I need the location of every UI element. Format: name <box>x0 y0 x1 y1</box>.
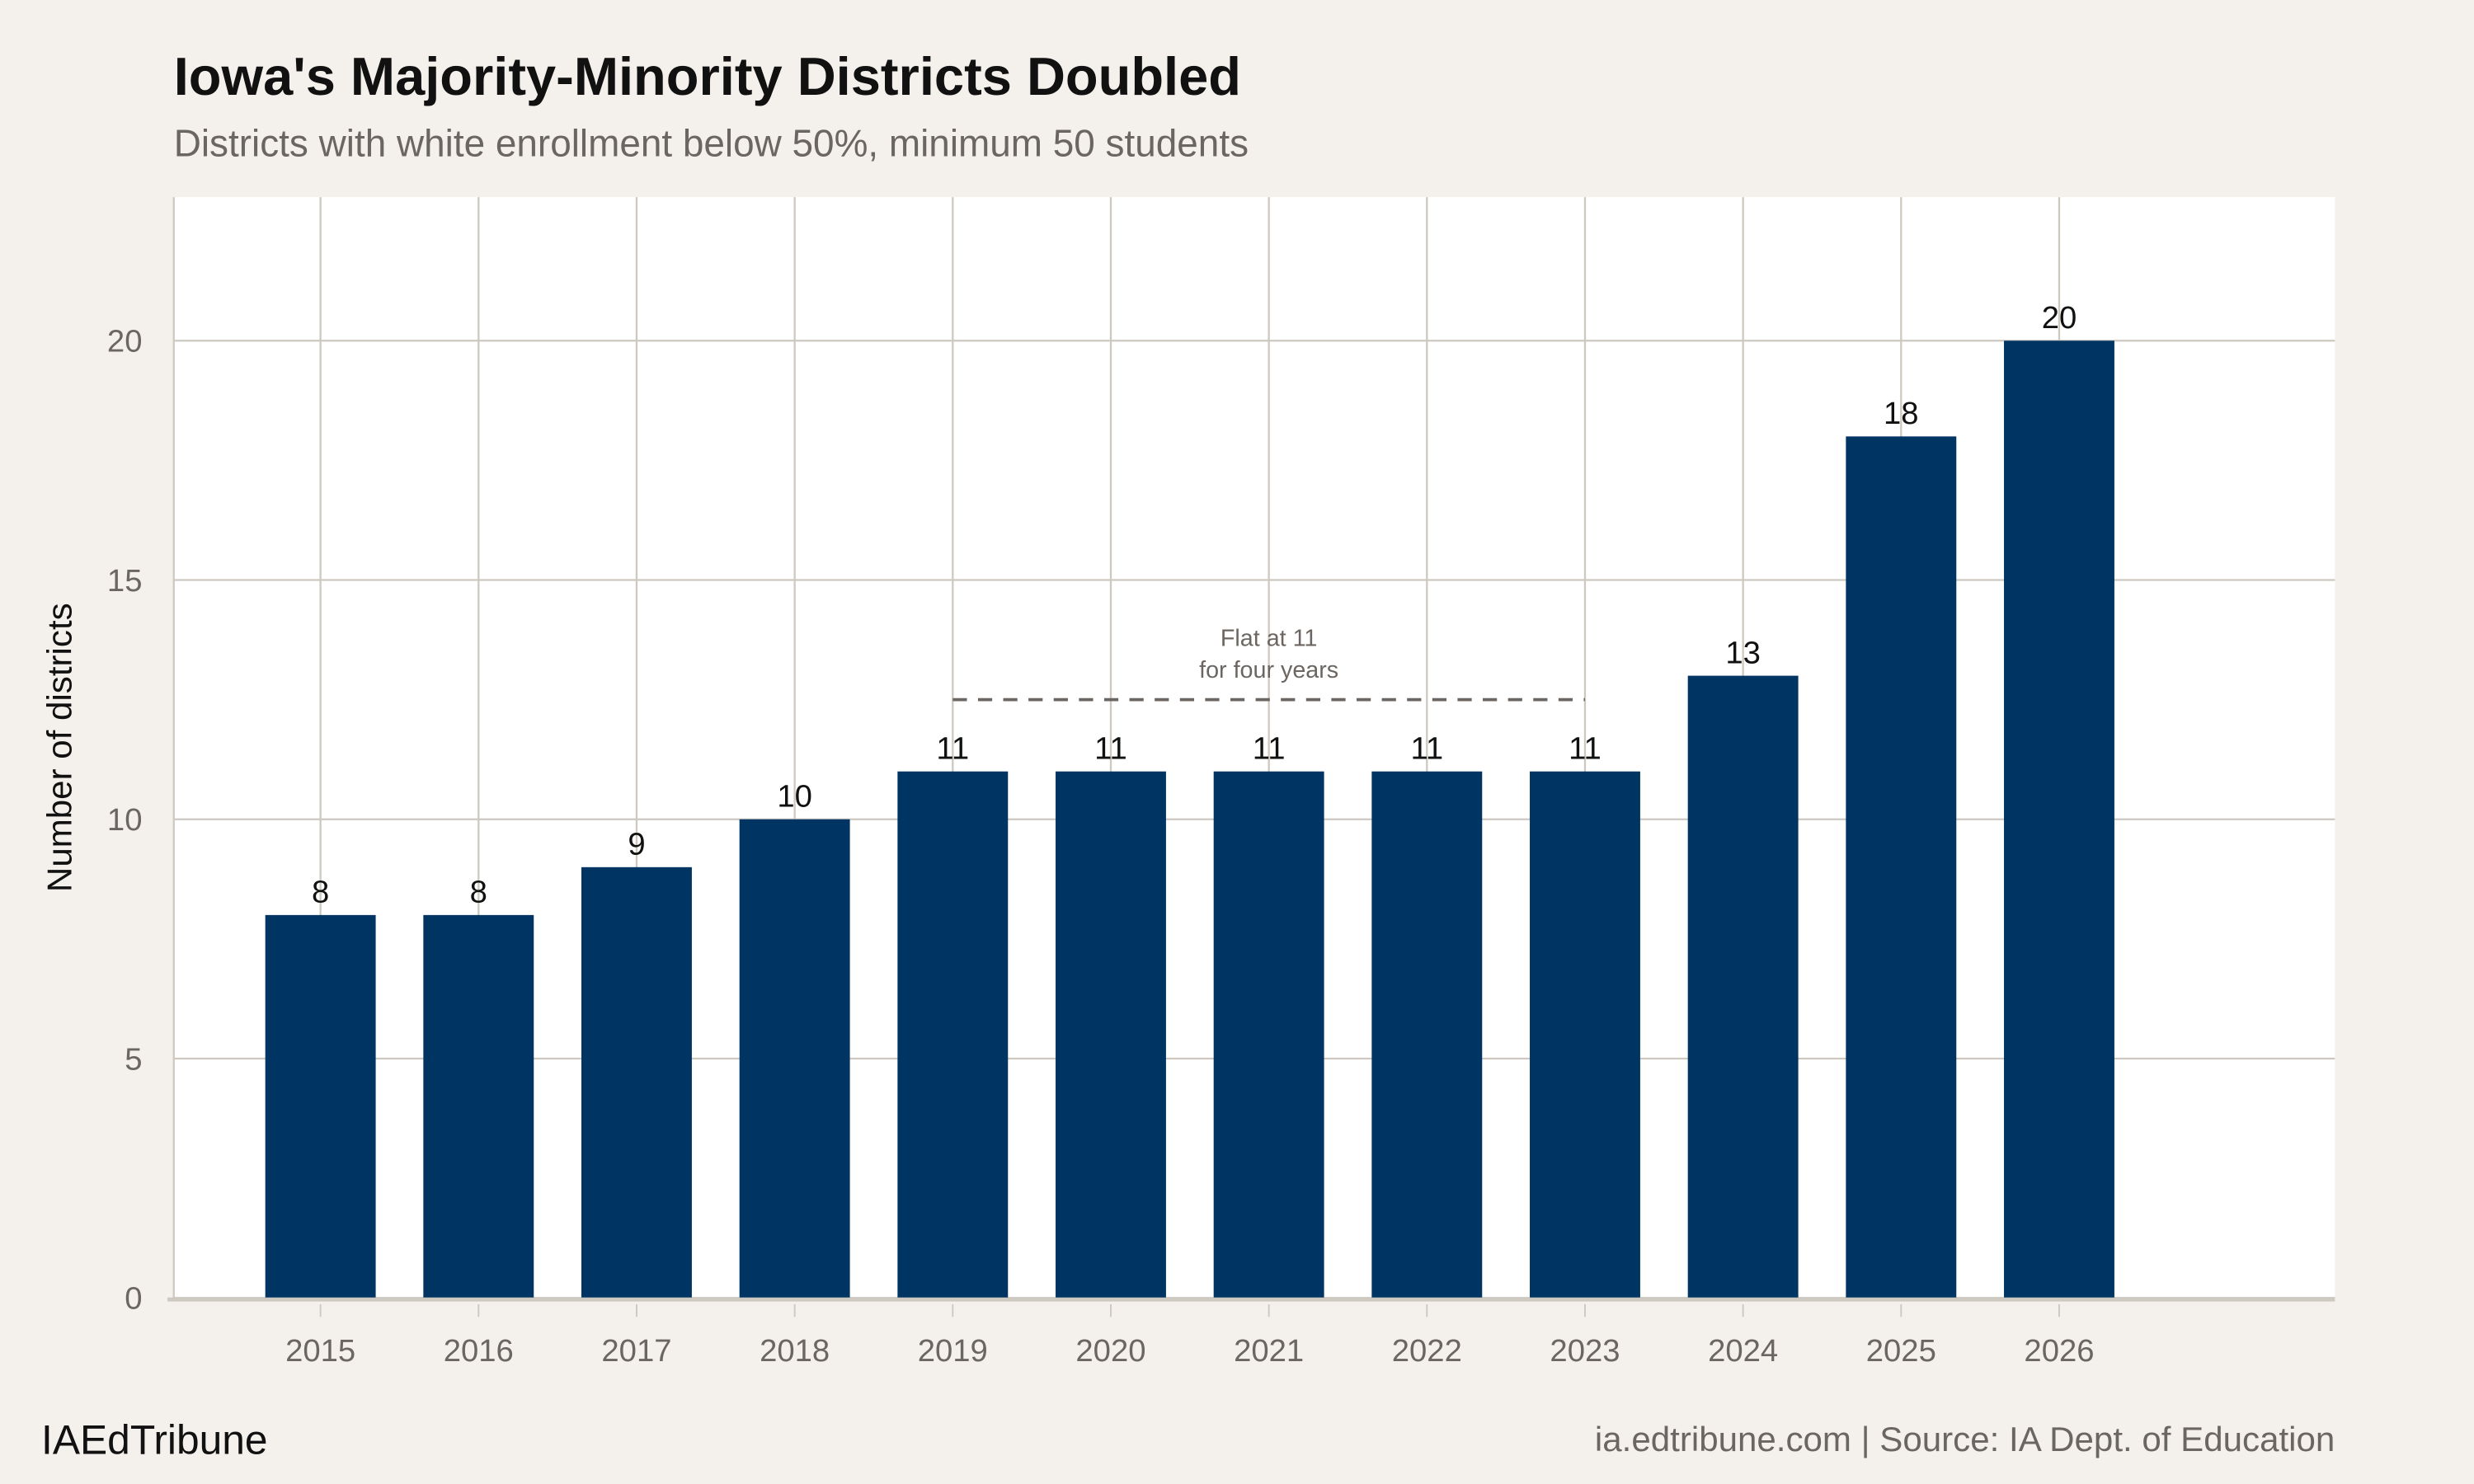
bars <box>265 340 2114 1298</box>
bar-2015 <box>265 914 376 1298</box>
y-tick-label: 10 <box>107 802 143 838</box>
data-label-2016: 8 <box>470 875 487 910</box>
bar-2016 <box>423 914 534 1298</box>
x-tick-label-2018: 2018 <box>760 1333 830 1369</box>
data-label-2026: 20 <box>2042 300 2077 336</box>
x-axis: 2015 2016 2017 2018 2019 2020 2021 2022 2023 2024… <box>167 1297 2335 1369</box>
x-tick-label-2023: 2023 <box>1550 1333 1620 1369</box>
x-tick-label-2026: 2026 <box>2024 1333 2094 1369</box>
bar-2021 <box>1213 771 1324 1298</box>
annotation-text-line2: for four years <box>1199 657 1338 683</box>
x-tick-label-2024: 2024 <box>1708 1333 1778 1369</box>
x-tick-label-2019: 2019 <box>918 1333 988 1369</box>
data-label-2015: 8 <box>312 875 329 910</box>
x-tick-label-2017: 2017 <box>601 1333 671 1369</box>
y-axis: 0 5 10 15 20 <box>107 324 143 1317</box>
y-tick-label: 0 <box>125 1281 142 1317</box>
y-tick-label: 5 <box>125 1041 142 1077</box>
data-label-2021: 11 <box>1253 730 1286 766</box>
bar-2023 <box>1530 771 1640 1298</box>
x-tick-label-2021: 2021 <box>1234 1333 1304 1369</box>
bar-2017 <box>581 866 692 1298</box>
x-tick-label-2020: 2020 <box>1075 1333 1145 1369</box>
data-labels: 8 8 9 10 11 11 11 11 11 13 18 20 <box>312 300 2077 910</box>
data-label-2018: 10 <box>777 778 812 814</box>
data-label-2019: 11 <box>936 730 969 766</box>
x-tick-label-2025: 2025 <box>1866 1333 1936 1369</box>
x-tick-label-2015: 2015 <box>285 1333 355 1369</box>
data-label-2022: 11 <box>1410 730 1443 766</box>
data-label-2025: 18 <box>1884 396 1919 431</box>
chart-title: Iowa's Majority-Minority Districts Doubl… <box>174 46 1241 106</box>
bar-2018 <box>739 819 850 1298</box>
data-label-2023: 11 <box>1569 730 1602 766</box>
brand-logo-text: IAEdTribune <box>41 1417 268 1463</box>
bar-2022 <box>1371 771 1483 1298</box>
data-label-2024: 13 <box>1725 635 1761 670</box>
bar-2026 <box>2004 340 2114 1298</box>
x-tick-label-2016: 2016 <box>444 1333 514 1369</box>
y-tick-label: 15 <box>107 563 143 599</box>
bar-2024 <box>1687 675 1799 1298</box>
data-label-2020: 11 <box>1094 730 1127 766</box>
annotation: Flat at 11 for four years <box>952 626 1585 702</box>
annotation-text-line1: Flat at 11 <box>1221 626 1317 652</box>
bar-2025 <box>1846 436 1957 1298</box>
source-note: ia.edtribune.com | Source: IA Dept. of E… <box>1595 1420 2335 1458</box>
bar-2019 <box>897 771 1009 1298</box>
data-label-2017: 9 <box>628 827 645 862</box>
x-tick-label-2022: 2022 <box>1392 1333 1462 1369</box>
y-axis-label: Number of districts <box>40 603 78 892</box>
chart-subtitle: Districts with white enrollment below 50… <box>174 121 1249 164</box>
y-tick-label: 20 <box>107 324 143 359</box>
bar-2020 <box>1056 771 1166 1298</box>
